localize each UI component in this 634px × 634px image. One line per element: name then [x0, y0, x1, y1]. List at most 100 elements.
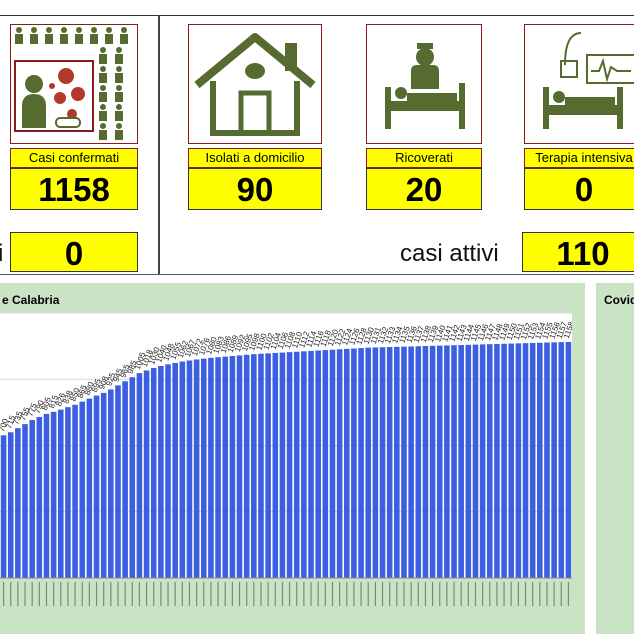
- chart-bar: [401, 346, 407, 578]
- partial-label: i: [0, 240, 4, 267]
- chart-bar: [408, 346, 414, 578]
- chart-bar: [472, 344, 479, 578]
- chart-bar: [351, 348, 357, 578]
- bar-data-label: 838: [61, 389, 74, 405]
- chart-bar: [7, 432, 14, 578]
- chart-bar: [372, 347, 379, 578]
- hospitalized-illustration: [366, 24, 482, 144]
- bar-data-label: 895: [90, 377, 103, 393]
- people-grid-icon: [15, 27, 128, 140]
- chart-bar: [251, 354, 257, 578]
- cumulative-cases-bar-chart: 7007157357557757908058158268388508658808…: [0, 313, 572, 606]
- bar-data-label: 985: [126, 359, 139, 375]
- bar-data-label: 908: [97, 374, 110, 390]
- chart-bar: [508, 343, 515, 578]
- chart-bar: [415, 346, 422, 578]
- active-cases-value: 110: [522, 232, 634, 272]
- chart-bar: [529, 342, 536, 578]
- hospital-bed-icon: [385, 43, 465, 129]
- confirmed-cases-value: 1158: [10, 168, 138, 210]
- chart-bar: [165, 364, 171, 578]
- chart-bar: [322, 350, 329, 578]
- chart-bar: [29, 420, 35, 578]
- chart-bar: [57, 409, 64, 578]
- bar-data-label: 880: [83, 380, 96, 396]
- house-icon: [194, 33, 316, 136]
- chart-bar: [193, 359, 200, 578]
- chart-bar: [336, 349, 343, 578]
- chart-bar: [501, 343, 507, 578]
- section-divider: [158, 15, 160, 275]
- chart-bar: [122, 381, 128, 578]
- bar-data-label: 945: [111, 367, 124, 383]
- bar-data-label: 815: [47, 393, 60, 409]
- chart-bar: [229, 356, 236, 578]
- chart-bar: [258, 353, 264, 578]
- chart-bar: [150, 368, 157, 578]
- chart-bar: [129, 377, 136, 578]
- calabria-chart-panel: e Calabria 700 715 735 755 775 790 805 815 826 83…: [0, 283, 585, 634]
- chart-bar: [429, 345, 436, 578]
- chart-bar: [544, 342, 550, 578]
- bar-data-label: 755: [18, 406, 31, 422]
- chart-bar: [486, 344, 493, 578]
- chart-bar: [365, 347, 372, 578]
- icu-illustration: [524, 24, 634, 144]
- bar-data-label: 1158: [562, 320, 572, 340]
- chart-bar: [465, 344, 472, 578]
- chart-bar: [158, 366, 164, 578]
- chart-bar: [43, 413, 50, 578]
- chart-bar: [143, 370, 150, 578]
- bar-data-label: 735: [11, 410, 24, 426]
- bar-data-label: 700: [0, 417, 10, 433]
- chart-bar: [494, 343, 500, 578]
- chart-bar: [515, 343, 522, 578]
- bar-data-label: 826: [54, 391, 67, 407]
- confirmed-cases-label: Casi confermati: [10, 148, 138, 168]
- bottom-rule: [158, 274, 634, 275]
- chart-bar: [0, 435, 7, 578]
- chart-bar: [15, 428, 21, 578]
- chart-bar: [172, 362, 178, 578]
- chart-bar: [243, 354, 250, 578]
- isolated-value: 90: [188, 168, 322, 210]
- chart-bar: [208, 357, 214, 578]
- chart-bar: [293, 351, 300, 578]
- chart-bar: [422, 346, 429, 578]
- chart-bar: [301, 351, 307, 578]
- chart-bar: [379, 347, 386, 578]
- chart-bar: [551, 342, 557, 578]
- chart-bar: [451, 345, 457, 578]
- chart-bar: [93, 395, 100, 578]
- bar-data-label: 865: [76, 383, 89, 399]
- icu-bed-icon: [543, 32, 634, 129]
- chart-bar: [236, 355, 243, 578]
- chart-bar: [315, 350, 321, 578]
- chart-bar: [444, 345, 450, 578]
- chart-bar: [108, 389, 114, 578]
- isolated-illustration: [188, 24, 322, 144]
- covid-chart-panel: Covid: [596, 283, 634, 634]
- dashboard-top-border: [0, 15, 634, 275]
- chart-bar: [329, 349, 336, 578]
- chart-bar: [215, 357, 221, 578]
- chart-bar: [479, 344, 486, 578]
- chart-bar: [22, 424, 28, 578]
- chart-bar: [308, 350, 314, 578]
- chart-bar: [537, 342, 543, 578]
- hospitalized-label: Ricoverati: [366, 148, 482, 168]
- icu-label: Terapia intensiva: [524, 148, 634, 168]
- chart-bar: [115, 385, 121, 578]
- chart-bar: [436, 345, 443, 578]
- bar-data-label: 775: [26, 402, 39, 418]
- chart-bar: [458, 345, 464, 578]
- bar-data-label: 925: [104, 371, 117, 387]
- chart-bar: [200, 358, 207, 578]
- bar-data-label: 850: [69, 386, 82, 402]
- active-cases-label: casi attivi: [400, 240, 499, 267]
- chart-bar: [386, 347, 393, 578]
- chart-bar: [179, 361, 186, 578]
- chart-bar: [358, 348, 364, 578]
- chart-bar: [343, 348, 350, 578]
- chart-bar: [522, 343, 529, 578]
